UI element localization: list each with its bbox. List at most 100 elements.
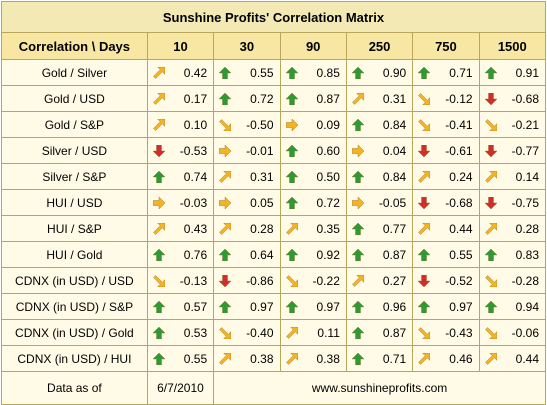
up-right-arrow-icon [484, 222, 497, 235]
correlation-cell: 0.27 [345, 267, 414, 294]
correlation-value: 0.97 [449, 299, 473, 314]
correlation-value: -0.06 [511, 325, 539, 340]
correlation-cell: -0.22 [279, 267, 347, 294]
correlation-value: 0.97 [316, 299, 340, 314]
correlation-value: 0.72 [316, 195, 340, 210]
correlation-cell: 0.11 [279, 319, 347, 346]
down-arrow-icon [484, 144, 498, 157]
up-right-arrow-icon [153, 92, 165, 105]
table-row: Gold / Silver 0.42 0.55 0.85 0.90 0.71 0.91 [1, 59, 547, 86]
right-arrow-icon [152, 196, 166, 209]
correlation-cell: -0.01 [213, 137, 281, 164]
down-right-arrow-icon [484, 274, 497, 287]
correlation-value: 0.53 [183, 325, 208, 340]
correlation-value: 0.28 [515, 221, 539, 236]
correlation-value: -0.75 [511, 195, 539, 210]
correlation-value: 0.43 [183, 221, 208, 236]
correlation-value: 0.31 [250, 169, 274, 184]
correlation-value: 0.96 [382, 299, 407, 314]
up-arrow-icon [152, 300, 166, 313]
up-arrow-icon [351, 222, 365, 235]
up-right-arrow-icon [219, 352, 232, 365]
table-row: CDNX (in USD) / USD -0.13 -0.86 -0.22 0.27 -0… [1, 267, 547, 294]
correlation-value: 0.35 [316, 221, 340, 236]
correlation-cell: 0.84 [345, 111, 414, 138]
correlation-cell: 0.24 [412, 163, 480, 190]
correlation-cell: 0.72 [213, 85, 281, 112]
correlation-cell: -0.77 [478, 137, 547, 164]
up-arrow-icon [417, 248, 431, 261]
table-row: Gold / S&P 0.10 -0.50 0.09 0.84 -0.41 -0.21 [1, 111, 547, 138]
correlation-value: 0.24 [449, 169, 473, 184]
data-date: 6/7/2010 [146, 371, 215, 405]
down-right-arrow-icon [418, 118, 431, 131]
correlation-value: 0.05 [250, 195, 274, 210]
right-arrow-icon [218, 144, 232, 157]
correlation-value: 0.17 [183, 91, 208, 106]
correlation-value: -0.61 [445, 143, 473, 158]
correlation-value: 0.44 [449, 221, 473, 236]
up-arrow-icon [285, 300, 298, 313]
period-header-1500: 1500 [478, 32, 547, 60]
row-label: HUI / S&P [1, 215, 148, 242]
correlation-cell: -0.52 [412, 267, 480, 294]
correlation-cell: 0.17 [146, 85, 215, 112]
down-arrow-icon [152, 144, 166, 157]
up-arrow-icon [285, 248, 298, 261]
correlation-value: 0.87 [382, 247, 407, 262]
correlation-value: -0.86 [246, 273, 274, 288]
up-arrow-icon [351, 326, 365, 339]
correlation-value: 0.31 [382, 91, 407, 106]
correlation-value: -0.53 [179, 143, 208, 158]
correlation-value: 0.83 [515, 247, 539, 262]
correlation-value: 0.28 [250, 221, 274, 236]
correlation-cell: 0.44 [412, 215, 480, 242]
correlation-value: -0.12 [445, 91, 473, 106]
correlation-cell: 0.55 [412, 241, 480, 268]
correlation-cell: 0.97 [279, 293, 347, 320]
matrix-body: Gold / Silver 0.42 0.55 0.85 0.90 0.71 0.91 Gol… [1, 59, 547, 372]
row-label: Silver / S&P [1, 163, 148, 190]
correlation-cell: 0.57 [146, 293, 215, 320]
up-right-arrow-icon [153, 222, 165, 235]
up-arrow-icon [351, 352, 365, 365]
correlation-cell: 0.97 [412, 293, 480, 320]
up-arrow-icon [484, 300, 498, 313]
correlation-cell: 0.74 [146, 163, 215, 190]
correlation-cell: 0.04 [345, 137, 414, 164]
correlation-value: -0.43 [445, 325, 473, 340]
correlation-value: 0.74 [183, 169, 208, 184]
correlation-cell: -0.21 [478, 111, 547, 138]
down-right-arrow-icon [219, 326, 232, 339]
period-header-30: 30 [213, 32, 281, 60]
header-label: Correlation \ Days [1, 32, 148, 60]
correlation-value: 0.38 [316, 351, 340, 366]
correlation-value: 0.97 [250, 299, 274, 314]
correlation-value: 0.87 [382, 325, 407, 340]
up-right-arrow-icon [285, 326, 298, 339]
correlation-value: 0.04 [382, 143, 407, 158]
correlation-cell: 0.91 [478, 59, 547, 86]
correlation-cell: -0.68 [412, 189, 480, 216]
correlation-cell: 0.87 [345, 319, 414, 346]
table-row: Silver / S&P 0.74 0.31 0.50 0.84 0.24 0.14 [1, 163, 547, 190]
website-link[interactable]: www.sunshineprofits.com [213, 371, 546, 405]
up-arrow-icon [351, 118, 365, 131]
correlation-cell: 0.53 [146, 319, 215, 346]
correlation-value: -0.40 [246, 325, 274, 340]
correlation-value: -0.52 [445, 273, 473, 288]
row-label: Gold / USD [1, 85, 148, 112]
down-arrow-icon [417, 144, 431, 157]
row-label: CDNX (in USD) / Gold [1, 319, 148, 346]
period-header-90: 90 [279, 32, 347, 60]
correlation-cell: 0.90 [345, 59, 414, 86]
down-right-arrow-icon [219, 118, 232, 131]
up-right-arrow-icon [285, 352, 298, 365]
correlation-value: -0.03 [179, 195, 208, 210]
right-arrow-icon [351, 144, 365, 157]
up-right-arrow-icon [219, 222, 232, 235]
correlation-cell: 0.85 [279, 59, 347, 86]
correlation-cell: 0.97 [213, 293, 281, 320]
right-arrow-icon [218, 196, 232, 209]
up-right-arrow-icon [418, 352, 431, 365]
